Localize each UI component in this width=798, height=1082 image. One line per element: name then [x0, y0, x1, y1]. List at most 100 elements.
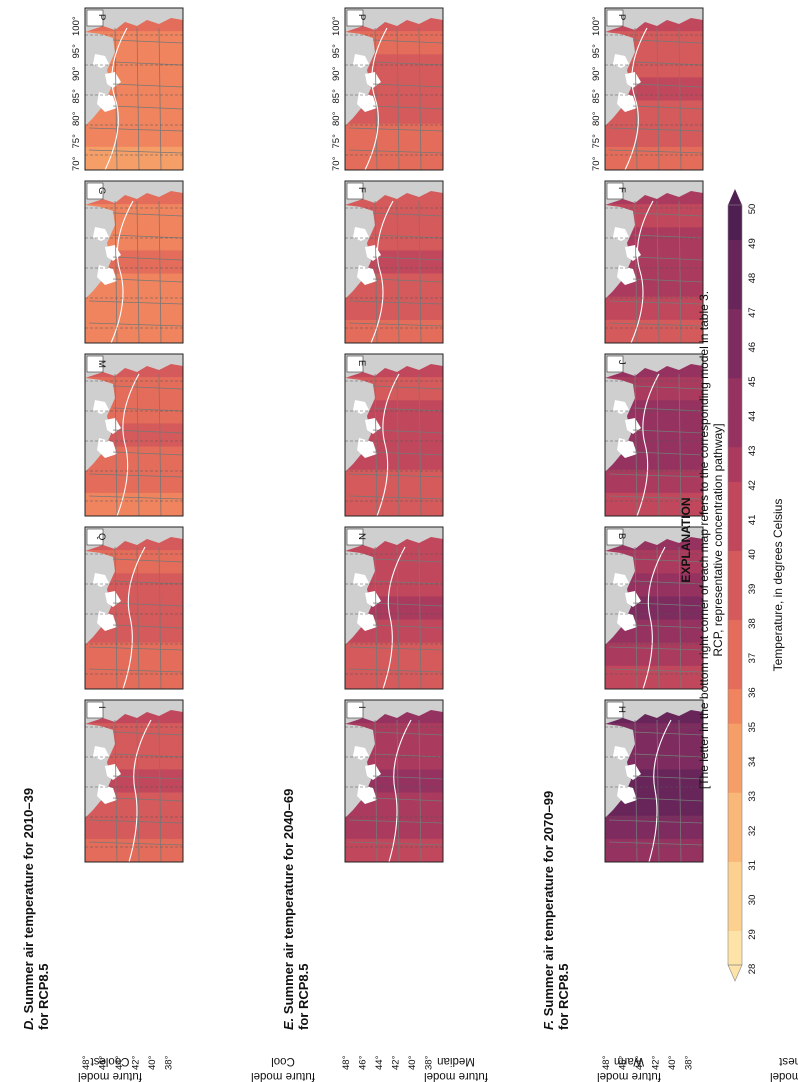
model-letter-box [86, 701, 104, 719]
ocean [85, 8, 183, 32]
temp-band [85, 838, 183, 863]
state-boundary [656, 719, 660, 863]
state-boundary [632, 385, 704, 390]
lat-label: 40° [147, 1055, 158, 1070]
isotherm-contour [364, 27, 388, 171]
state-boundary [418, 719, 422, 863]
ocean [345, 354, 443, 378]
scale-tick-label: 36 [747, 687, 758, 698]
state-boundary [114, 546, 118, 690]
scale-tick-label: 39 [747, 584, 758, 595]
state-boundary [634, 546, 638, 690]
state-boundary [608, 322, 704, 327]
state-boundary [608, 668, 704, 673]
model-letter: F [616, 187, 627, 193]
scale-label: Temperature, in degrees Celsius [771, 499, 785, 672]
state-boundary [632, 212, 704, 217]
state-boundary [88, 646, 184, 651]
map-frame [344, 526, 444, 690]
model-letter: I [356, 706, 367, 709]
state-boundary [418, 200, 422, 344]
lat-label: 48° [341, 1055, 352, 1070]
color-swatch [728, 515, 742, 551]
scale-tick-label: 43 [747, 446, 758, 457]
isotherm-contour [388, 719, 412, 863]
canada-land [345, 205, 375, 299]
state-boundary [632, 731, 704, 736]
lat-label: 42° [391, 1055, 402, 1070]
model-letter: H [616, 706, 627, 713]
canada-land [85, 724, 115, 818]
lake [93, 54, 109, 68]
map-frame [604, 180, 704, 344]
model-letter-box [346, 355, 364, 373]
lake [97, 265, 117, 285]
state-boundary [632, 797, 704, 802]
scale-tick-label: 33 [747, 791, 758, 802]
color-swatch [728, 308, 742, 344]
state-boundary [348, 495, 444, 500]
ocean [605, 181, 703, 205]
temp-band [85, 319, 183, 344]
panel-title-line1: F. Summer air temperature for 2070–99 [541, 791, 556, 1030]
temp-band [345, 319, 443, 344]
lake [97, 438, 117, 458]
map-D-1: P [84, 7, 184, 171]
scale-tick-label: 48 [747, 273, 758, 284]
row-label-line2: future model [424, 1070, 488, 1082]
lake [93, 400, 109, 414]
model-letter-box [86, 9, 104, 27]
lat-label: 38° [424, 1055, 435, 1070]
panel-title-E: E. Summer air temperature for 2040–69 for… [281, 789, 311, 1030]
state-boundary [112, 234, 184, 239]
state-boundary [608, 473, 704, 478]
lake [357, 438, 377, 458]
temp-band [345, 469, 443, 494]
color-swatch [728, 343, 742, 379]
state-boundary [372, 558, 444, 563]
lon-label: 85° [71, 89, 82, 104]
lake [357, 265, 377, 285]
isotherm-contour [122, 546, 146, 690]
lake [97, 611, 117, 631]
scale-tick-label: 40 [747, 549, 758, 560]
lake [613, 400, 629, 414]
state-boundary [158, 373, 162, 517]
state-boundary [348, 300, 444, 305]
temp-band [605, 838, 703, 863]
isotherm-contour [128, 719, 152, 863]
ocean [345, 181, 443, 205]
isotherm-contour [648, 719, 672, 863]
state-boundary [348, 646, 444, 651]
state-boundary [372, 602, 444, 607]
lon-label: 90° [71, 66, 82, 81]
explanation-note-line1: [The letter in the bottom right corner o… [697, 291, 711, 789]
panel-title-text: Summer air temperature for 2010–39 [21, 788, 36, 1013]
lon-label: 95° [331, 44, 342, 59]
lon-label: 70° [591, 156, 602, 171]
lat-label: 40° [407, 1055, 418, 1070]
state-boundary [136, 719, 140, 863]
lat-label: 46° [618, 1055, 629, 1070]
lat-label: 44° [634, 1055, 645, 1070]
state-boundary [136, 546, 140, 690]
lat-label: 42° [651, 1055, 662, 1070]
scale-tick-label: 42 [747, 480, 758, 491]
model-letter-box [606, 528, 624, 546]
state-boundary [112, 61, 184, 66]
isotherm-contour [624, 27, 648, 171]
state-boundary [678, 546, 682, 690]
model-letter-box [86, 528, 104, 546]
state-boundary [634, 27, 638, 171]
model-letter-box [606, 355, 624, 373]
temp-band [605, 123, 703, 148]
ocean [345, 527, 443, 551]
scale-tick-label: 46 [747, 342, 758, 353]
lake [613, 54, 629, 68]
upper-arrow [728, 189, 742, 205]
lake [613, 746, 629, 760]
ocean [85, 354, 183, 378]
map-frame [344, 180, 444, 344]
row-labels: Coolest future model Cool future model Media… [78, 1055, 798, 1082]
temp-band [605, 815, 703, 840]
